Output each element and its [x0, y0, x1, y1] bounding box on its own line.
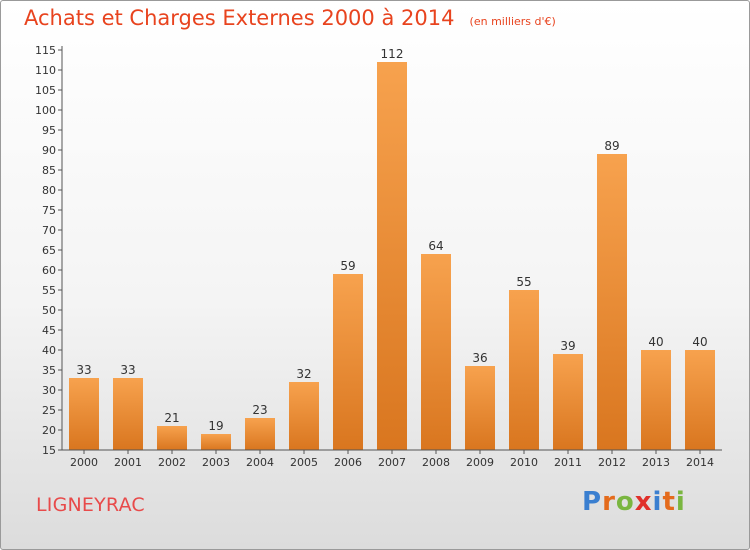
x-tick-label: 2011 [554, 456, 582, 469]
y-tick-label: 85 [42, 164, 56, 177]
x-tick-label: 2014 [686, 456, 714, 469]
x-tick-label: 2012 [598, 456, 626, 469]
x-tick-label: 2001 [114, 456, 142, 469]
y-tick-label: 15 [42, 444, 56, 457]
y-axis: 15 20 25 30 35 40 45 50 55 60 65 70 75 80 85 90 95 100 105… [35, 44, 63, 457]
logo-letter: P [582, 487, 603, 517]
logo-letter: i [652, 487, 663, 517]
bar-2011 [553, 354, 583, 450]
bar-value-label: 33 [120, 363, 135, 377]
bar-value-label: 59 [340, 259, 355, 273]
chart-subtitle: (en milliers d'€) [469, 15, 556, 28]
y-tick-label: 60 [42, 264, 56, 277]
y-tick-label: 20 [42, 424, 56, 437]
x-tick-label: 2003 [202, 456, 230, 469]
bar-2001 [113, 378, 143, 450]
bar-value-label: 40 [692, 335, 707, 349]
y-tick-label: 95 [42, 124, 56, 137]
bar-value-label: 19 [208, 419, 223, 433]
bar-value-label: 64 [428, 239, 443, 253]
logo-letter: t [662, 487, 676, 517]
commune-name: LIGNEYRAC [36, 494, 145, 516]
x-tick-label: 2013 [642, 456, 670, 469]
logo-letter: o [615, 487, 635, 517]
bar-2014 [685, 350, 715, 450]
x-tick-label: 2007 [378, 456, 406, 469]
y-tick-label: 80 [42, 184, 56, 197]
bar-2005 [289, 382, 319, 450]
y-tick-label: 65 [42, 244, 56, 257]
bar-2002 [157, 426, 187, 450]
y-tick-label: 110 [35, 64, 56, 77]
y-tick-label: 75 [42, 204, 56, 217]
y-tick-label: 35 [42, 364, 56, 377]
bar-2006 [333, 274, 363, 450]
x-tick-label: 2000 [70, 456, 98, 469]
bar-2000 [69, 378, 99, 450]
bar-value-label: 23 [252, 403, 267, 417]
x-axis: 2000 2001 2002 2003 2004 2005 2006 2007 2008 2009… [62, 449, 722, 469]
y-tick-label: 105 [35, 84, 56, 97]
bar-2009 [465, 366, 495, 450]
bar-value-label: 21 [164, 411, 179, 425]
x-tick-label: 2010 [510, 456, 538, 469]
y-tick-label: 100 [35, 104, 56, 117]
proxiti-logo[interactable]: Proxiti [582, 487, 686, 517]
y-tick-label: 55 [42, 284, 56, 297]
bar-value-label: 36 [472, 351, 487, 365]
y-tick-label: 25 [42, 404, 56, 417]
x-tick-label: 2005 [290, 456, 318, 469]
logo-letter: r [602, 487, 616, 517]
bar-value-label: 55 [516, 275, 531, 289]
bar-value-label: 32 [296, 367, 311, 381]
logo-letter: i [675, 487, 686, 517]
y-tick-label: 50 [42, 304, 56, 317]
bar-value-label: 89 [604, 139, 619, 153]
x-tick-label: 2008 [422, 456, 450, 469]
logo-letter: x [634, 487, 653, 517]
bar-2007 [377, 62, 407, 450]
y-tick-label: 90 [42, 144, 56, 157]
bar-2004 [245, 418, 275, 450]
y-tick-label: 45 [42, 324, 56, 337]
bar-2010 [509, 290, 539, 450]
x-tick-label: 2002 [158, 456, 186, 469]
y-tick-label: 70 [42, 224, 56, 237]
bar-value-label: 33 [76, 363, 91, 377]
bar-2008 [421, 254, 451, 450]
bar-value-label: 112 [381, 47, 404, 61]
x-tick-label: 2004 [246, 456, 274, 469]
bars: 33 33 21 19 23 32 59 112 64 36 55 39 89 40 40 [69, 47, 715, 450]
bar-2003 [201, 434, 231, 450]
chart-title: Achats et Charges Externes 2000 à 2014 [24, 6, 455, 30]
y-tick-label: 30 [42, 384, 56, 397]
bar-value-label: 39 [560, 339, 575, 353]
bar-value-label: 40 [648, 335, 663, 349]
y-tick-label: 40 [42, 344, 56, 357]
x-tick-label: 2009 [466, 456, 494, 469]
bar-2012 [597, 154, 627, 450]
chart-title-row: Achats et Charges Externes 2000 à 2014 (… [24, 6, 556, 30]
x-tick-label: 2006 [334, 456, 362, 469]
y-tick-label: 115 [35, 44, 56, 57]
bar-2013 [641, 350, 671, 450]
